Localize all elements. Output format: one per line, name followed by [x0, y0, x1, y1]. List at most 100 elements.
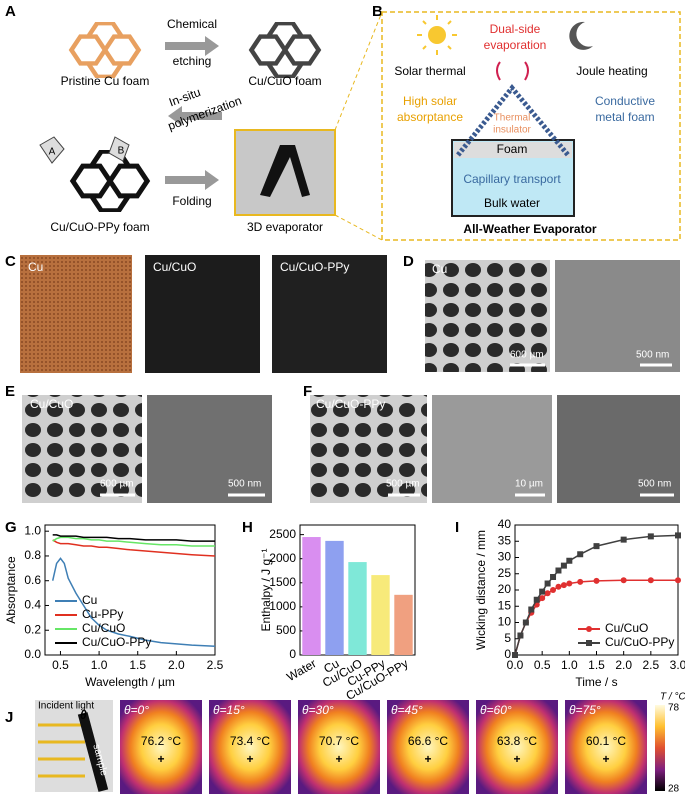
y-tick-label: 35	[498, 533, 512, 547]
label: insulator	[493, 125, 531, 136]
label: Incident light	[38, 701, 94, 712]
sample	[77, 712, 109, 792]
legend-label: Cu	[82, 593, 97, 607]
label: Cu/CuO-PPy	[280, 260, 349, 274]
sun-rays	[417, 15, 457, 55]
y-tick-label: 15	[498, 598, 512, 612]
x-tick-label: 3.0	[670, 658, 685, 672]
label: Cu	[28, 260, 43, 274]
series-line	[514, 534, 679, 656]
foam	[454, 142, 572, 158]
marker	[512, 652, 518, 658]
y-tick-label: 500	[276, 623, 296, 637]
photo	[145, 255, 260, 373]
marker	[544, 580, 551, 587]
temp-label: 76.2 °C	[141, 734, 181, 748]
temp-label: 66.6 °C	[408, 734, 448, 748]
label: θ	[80, 708, 87, 722]
y-tick-label: 2500	[269, 527, 296, 541]
scale-label: 600 µm	[510, 350, 544, 361]
marker	[620, 577, 627, 584]
label: Foam	[497, 142, 528, 156]
sem-image	[310, 395, 427, 503]
x-axis-label: Time / s	[575, 675, 617, 689]
cross: +	[513, 752, 520, 766]
marker	[550, 587, 557, 593]
angle-label: θ=15°	[213, 703, 245, 717]
temp-label: 70.7 °C	[319, 734, 359, 748]
sem-image	[147, 395, 272, 503]
y-tick-label: 0.6	[24, 573, 41, 587]
scale-label: 500 nm	[636, 350, 669, 361]
y-tick-label: 5	[504, 631, 511, 645]
y-tick-label: 20	[498, 582, 512, 596]
series-line	[52, 539, 216, 557]
panel-j: Incident light sample θ θ=0°76.2 °C+θ=15…	[35, 692, 685, 795]
marker	[555, 583, 562, 590]
cross: +	[246, 752, 253, 766]
label: Cu/CuO-PPy	[316, 397, 385, 411]
panel-letter: G	[5, 519, 17, 536]
scale-label: 600 µm	[100, 479, 134, 490]
label: T / °C	[660, 692, 685, 703]
cross: +	[335, 752, 342, 766]
legend-label: Cu/CuO	[605, 621, 648, 635]
marker	[577, 551, 584, 558]
y-tick-label: 10	[498, 615, 512, 629]
y-tick-label: 0	[504, 647, 511, 661]
panel-letter: C	[5, 253, 16, 270]
panel-letter: F	[303, 383, 312, 400]
photo	[272, 255, 387, 373]
angle-label: θ=75°	[569, 703, 601, 717]
label: evaporation	[484, 38, 547, 52]
metal-foam	[456, 84, 570, 157]
panel-letter: E	[5, 383, 15, 400]
label: Folding	[172, 194, 211, 208]
marker	[620, 536, 627, 543]
series-line	[51, 557, 216, 648]
panel-letter: D	[403, 253, 414, 270]
callout	[334, 11, 383, 241]
x-tick-label: 1.0	[561, 658, 578, 672]
y-axis-label: Wicking distance / mm	[474, 530, 488, 650]
sun	[428, 26, 446, 44]
marker	[539, 595, 546, 602]
cu-foam	[71, 23, 138, 77]
y-tick-label: 0.4	[24, 598, 41, 612]
label: 78	[668, 703, 680, 714]
panel-e: Cu/CuO 600 µm 500 nm	[22, 395, 272, 503]
label: etching	[173, 54, 212, 68]
photo	[20, 255, 132, 373]
x-tick-label: 2.5	[207, 658, 224, 672]
thermal-image	[298, 700, 380, 794]
x-tick-label: 1.0	[91, 658, 108, 672]
sem-image	[555, 260, 680, 372]
thermal-image	[120, 700, 202, 794]
label: absorptance	[397, 110, 463, 124]
y-tick-label: 30	[498, 550, 512, 564]
sem-image	[22, 395, 142, 503]
scale-label: 10 µm	[515, 479, 543, 490]
marker	[517, 632, 524, 639]
panel-c: Cu Cu/CuO Cu/CuO-PPy	[20, 255, 387, 373]
label: High solar	[403, 94, 457, 108]
arrows	[165, 36, 222, 190]
label: 3D evaporator	[247, 220, 323, 234]
thermal-image	[387, 700, 469, 794]
marker	[647, 577, 654, 584]
label: Thermal	[494, 113, 531, 124]
label: Cu/CuO	[30, 397, 73, 411]
x-tick-label: 0.5	[534, 658, 551, 672]
photo	[234, 129, 336, 216]
label: Conductive	[595, 94, 655, 108]
colorbar	[655, 705, 665, 791]
label: Solar thermal	[394, 64, 465, 78]
scale-label: 500 nm	[638, 479, 671, 490]
thermal-image	[476, 700, 558, 794]
label: metal foam	[595, 110, 654, 124]
label: Bulk water	[484, 196, 540, 210]
marker	[675, 577, 681, 584]
y-tick-label: 40	[498, 517, 512, 531]
panel-letter: J	[5, 709, 13, 726]
